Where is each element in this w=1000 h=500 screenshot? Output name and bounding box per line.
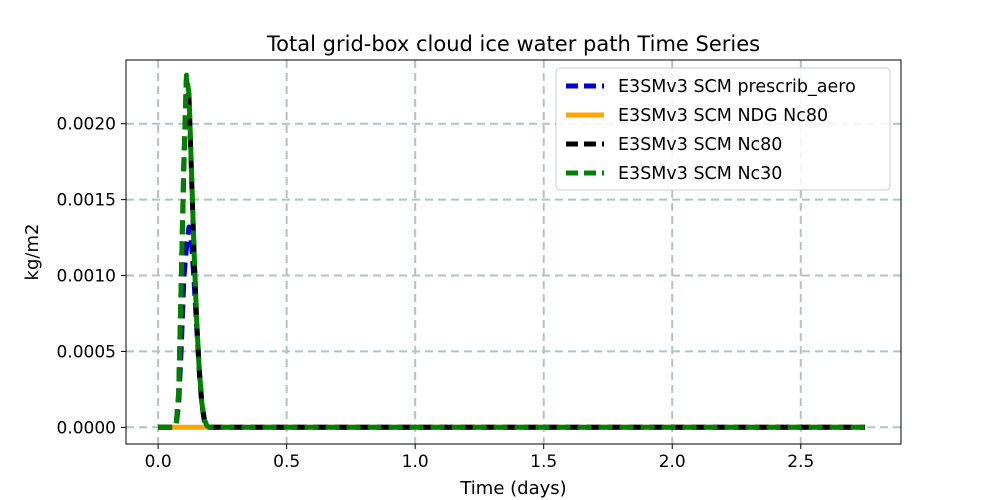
- legend-label: E3SMv3 SCM NDG Nc80: [618, 106, 828, 126]
- x-axis-title: Time (days): [459, 478, 566, 499]
- y-tick-label: 0.0020: [57, 115, 116, 135]
- y-tick-label: 0.0000: [57, 418, 116, 438]
- plot-frame: [125, 59, 902, 445]
- axis-ticks: 0.0 0.5 1.0 1.5 2.0 2.5 0.0000 0.0005 0.0010 0.00…: [57, 115, 815, 472]
- y-axis-title: kg/m2: [22, 224, 43, 281]
- x-tick-label: 0.0: [145, 452, 172, 472]
- legend: E3SMv3 SCM prescrib_aero E3SMv3 SCM NDG N…: [555, 67, 891, 191]
- series-line-4: [158, 72, 866, 430]
- legend-label: E3SMv3 SCM Nc80: [618, 135, 782, 155]
- x-tick-label: 0.5: [273, 452, 300, 472]
- y-tick-label: 0.0010: [57, 267, 116, 287]
- chart-title: Total grid-box cloud ice water path Time…: [266, 32, 760, 56]
- series-lines: [158, 72, 866, 430]
- x-tick-label: 1.5: [530, 452, 557, 472]
- grid: [126, 60, 901, 444]
- x-tick-label: 2.5: [787, 452, 814, 472]
- y-tick-label: 0.0005: [57, 342, 116, 362]
- x-tick-label: 1.0: [402, 452, 429, 472]
- legend-box: [555, 67, 891, 191]
- y-tick-label: 0.0015: [57, 191, 116, 211]
- x-tick-label: 2.0: [659, 452, 686, 472]
- legend-label: E3SMv3 SCM prescrib_aero: [618, 77, 856, 97]
- legend-label: E3SMv3 SCM Nc30: [618, 164, 782, 184]
